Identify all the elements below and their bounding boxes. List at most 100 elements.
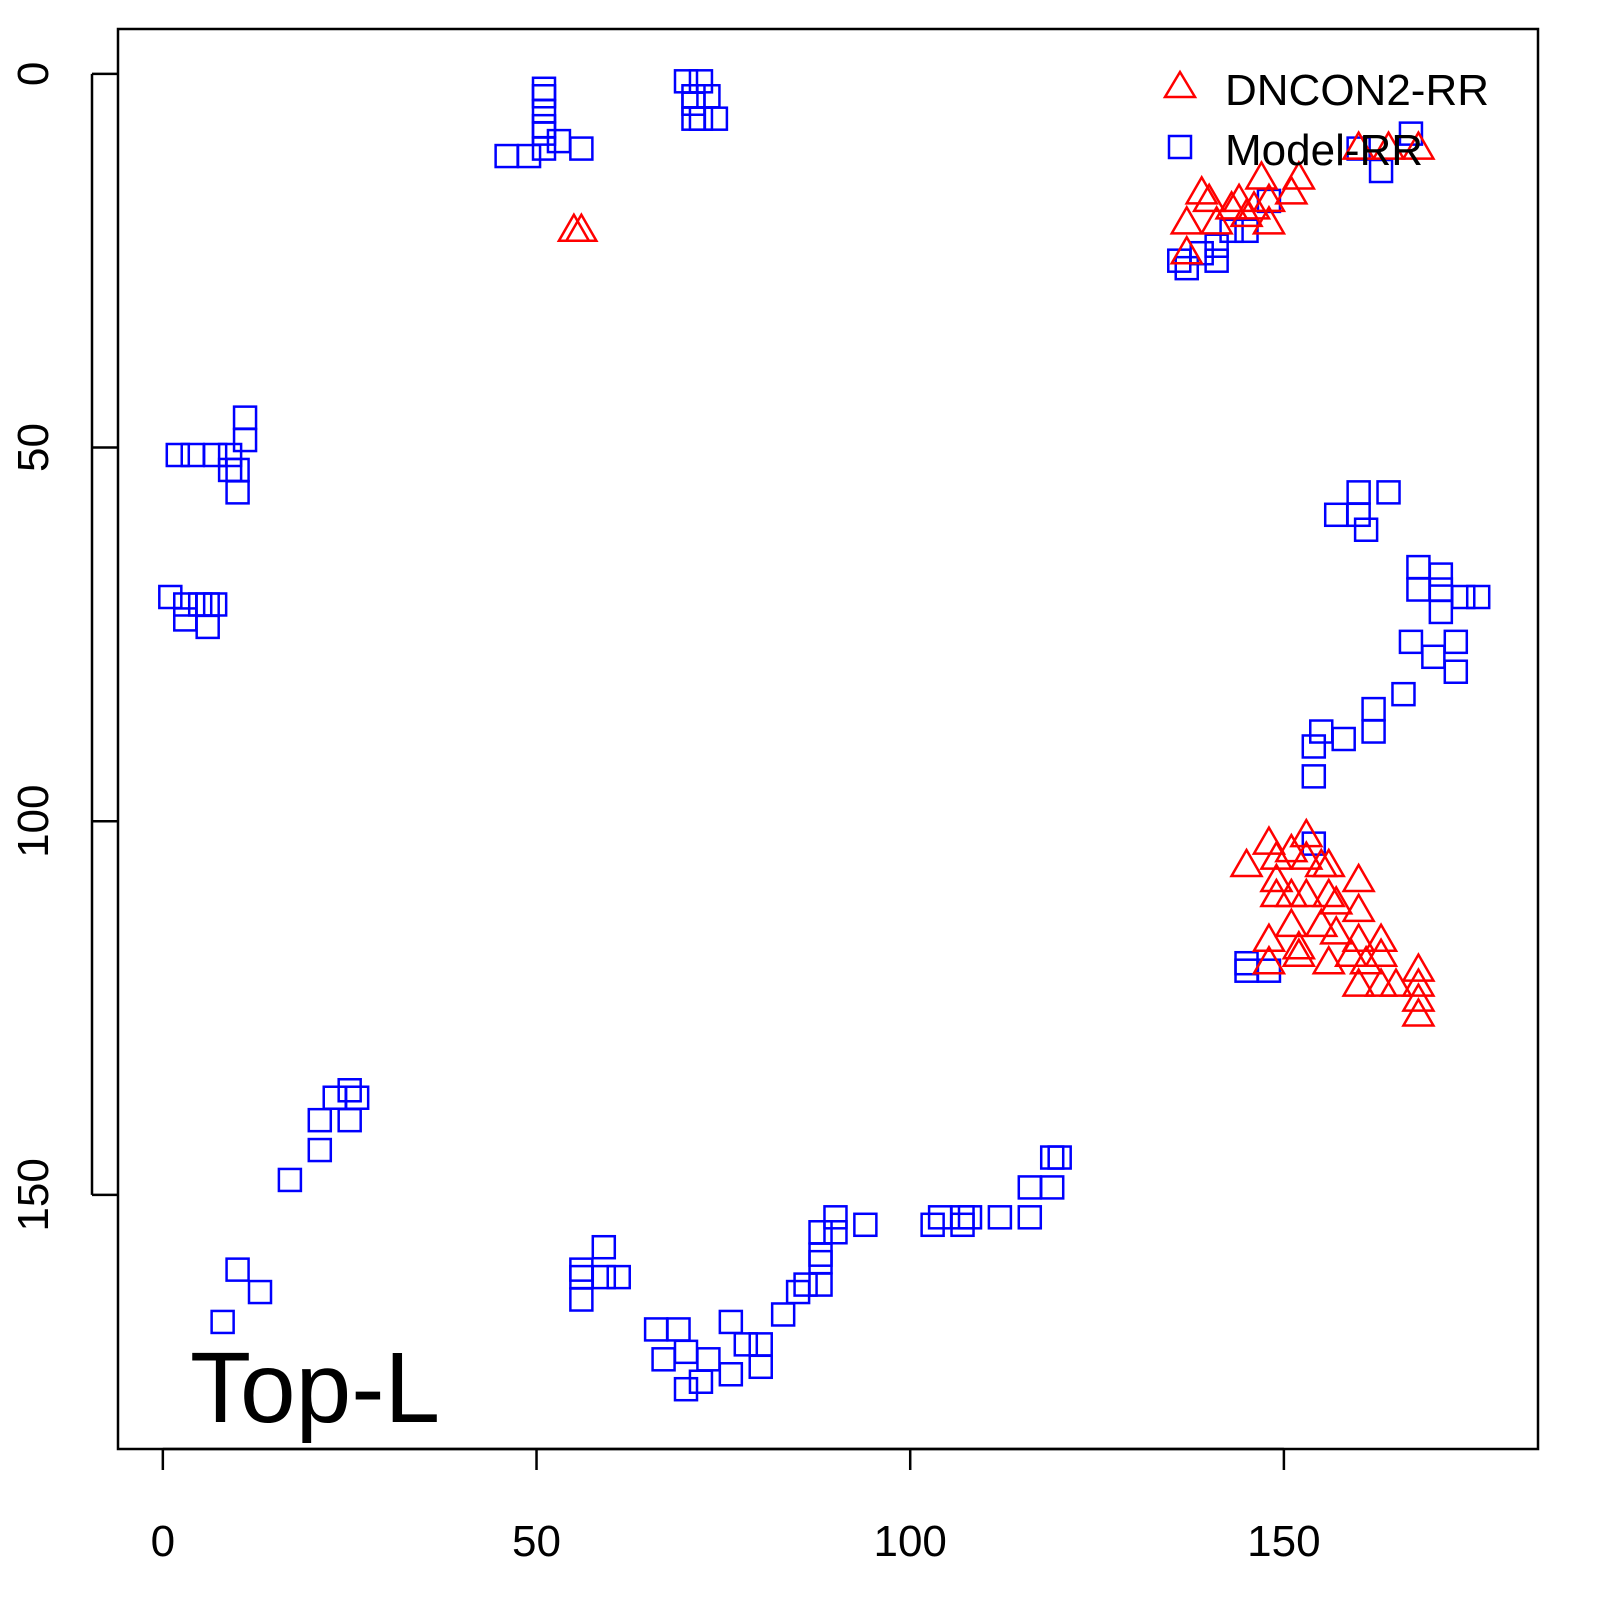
dncon2-rr-point [1184,174,1219,205]
model-rr-point [1047,1145,1072,1170]
model-rr-point [785,1279,811,1305]
model-rr-point [673,69,699,94]
model-rr-point [688,1369,714,1394]
dncon2-rr-point [1401,130,1436,160]
dncon2-rr-point [1281,159,1317,190]
model-rr-point [718,1362,744,1387]
dncon2-rr-point [1363,922,1399,953]
model-rr-point [808,1249,833,1275]
dncon2-rr-point [564,212,599,243]
model-rr-point [681,84,706,109]
model-rr-point [569,1264,594,1290]
dncon2-rr-point [1311,847,1346,878]
model-rr-point [1361,719,1386,744]
model-rr-point [666,1317,691,1342]
dncon2-rr-point [1341,862,1376,893]
model-rr-point [1428,599,1454,625]
model-rr-point [673,1376,699,1402]
dncon2-rr-point [1341,967,1376,997]
dncon2-rr-point [1274,877,1309,908]
legend-triangle-icon [1162,69,1198,99]
model-rr-point [546,128,572,154]
dncon2-rr-point [1311,877,1346,908]
model-rr-point [569,1287,594,1312]
model-rr-point [1391,681,1416,707]
model-rr-point [1451,584,1476,610]
model-rr-point [1361,696,1386,722]
model-rr-point [1174,255,1199,281]
dncon2-rr-point [1259,840,1294,870]
model-rr-point [1368,158,1394,184]
dncon2-rr-point [1251,944,1287,975]
dncon2-rr-point [1304,907,1339,938]
model-rr-point [1219,218,1244,244]
model-rr-point [1376,480,1401,505]
dncon2-rr-point [1401,952,1436,982]
model-rr-point [195,592,220,617]
model-rr-point [531,136,557,161]
model-rr-point [808,1242,833,1267]
model-rr-point [1234,218,1259,244]
dncon2-rr-point [1319,914,1354,945]
model-rr-point [344,1085,370,1110]
model-rr-point [247,1279,273,1305]
model-rr-point [1204,233,1229,258]
model-rr-point [195,614,220,640]
legend: DNCON2-RR Model-RR [1162,66,1489,175]
y-tick-label: 0 [9,62,58,86]
dncon2-rr-point [1251,182,1287,213]
model-rr-point [187,592,213,617]
dncon2-rr-point [1244,159,1279,190]
dncon2-rr-point [1229,847,1264,878]
dncon2-rr-point [1289,877,1324,908]
model-rr-point [718,1309,744,1335]
model-rr-point [173,592,198,617]
model-rr-point [591,1234,617,1260]
model-rr-point [681,106,706,131]
model-rr-point [494,143,519,169]
dncon2-rr-point [1311,944,1346,975]
model-rr-point [920,1212,945,1238]
dncon2-rr-point [1363,937,1399,967]
legend-label-model: Model-RR [1225,126,1423,175]
dncon2-rr-point [1274,907,1309,938]
legend-label-dncon2: DNCON2-RR [1225,66,1489,115]
dncon2-rr-point [1333,937,1369,967]
model-rr-point [748,1332,773,1357]
model-rr-point [957,1205,983,1230]
dncon2-rr-point [1229,197,1264,228]
dncon2-rr-point [1281,937,1317,967]
model-rr-point [1465,584,1491,610]
model-rr-point [1039,1145,1065,1170]
model-rr-point [569,136,594,161]
model-rr-point [210,1309,235,1335]
model-rr-point [531,84,557,109]
model-rr-point [225,480,250,505]
model-rr-point [853,1212,878,1238]
model-rr-point [1204,248,1229,273]
model-rr-point [307,1137,333,1163]
model-rr-point [1039,1175,1065,1200]
model-rr-point [165,442,191,468]
model-rr-point [531,76,557,102]
dncon2-rr-point [1259,862,1294,893]
dncon2-rr-point [1169,234,1204,265]
model-rr-point [1017,1175,1043,1200]
model-rr-point [1323,502,1349,528]
model-rr-point [232,427,258,453]
model-rr-point [696,1347,721,1372]
model-rr-point [606,1264,631,1290]
data-marks [158,69,1491,1402]
model-rr-point [770,1302,796,1327]
x-tick-label: 50 [512,1517,561,1566]
dncon2-rr-point [1341,892,1376,923]
dncon2-rr-point [1274,174,1309,205]
y-tick-label: 150 [9,1158,58,1231]
model-rr-point [987,1205,1013,1230]
dncon2-rr-point [1341,130,1376,160]
model-rr-point [823,1220,848,1245]
model-rr-point [1346,502,1371,528]
model-rr-point [823,1205,848,1230]
dncon2-rr-point [1199,204,1234,235]
